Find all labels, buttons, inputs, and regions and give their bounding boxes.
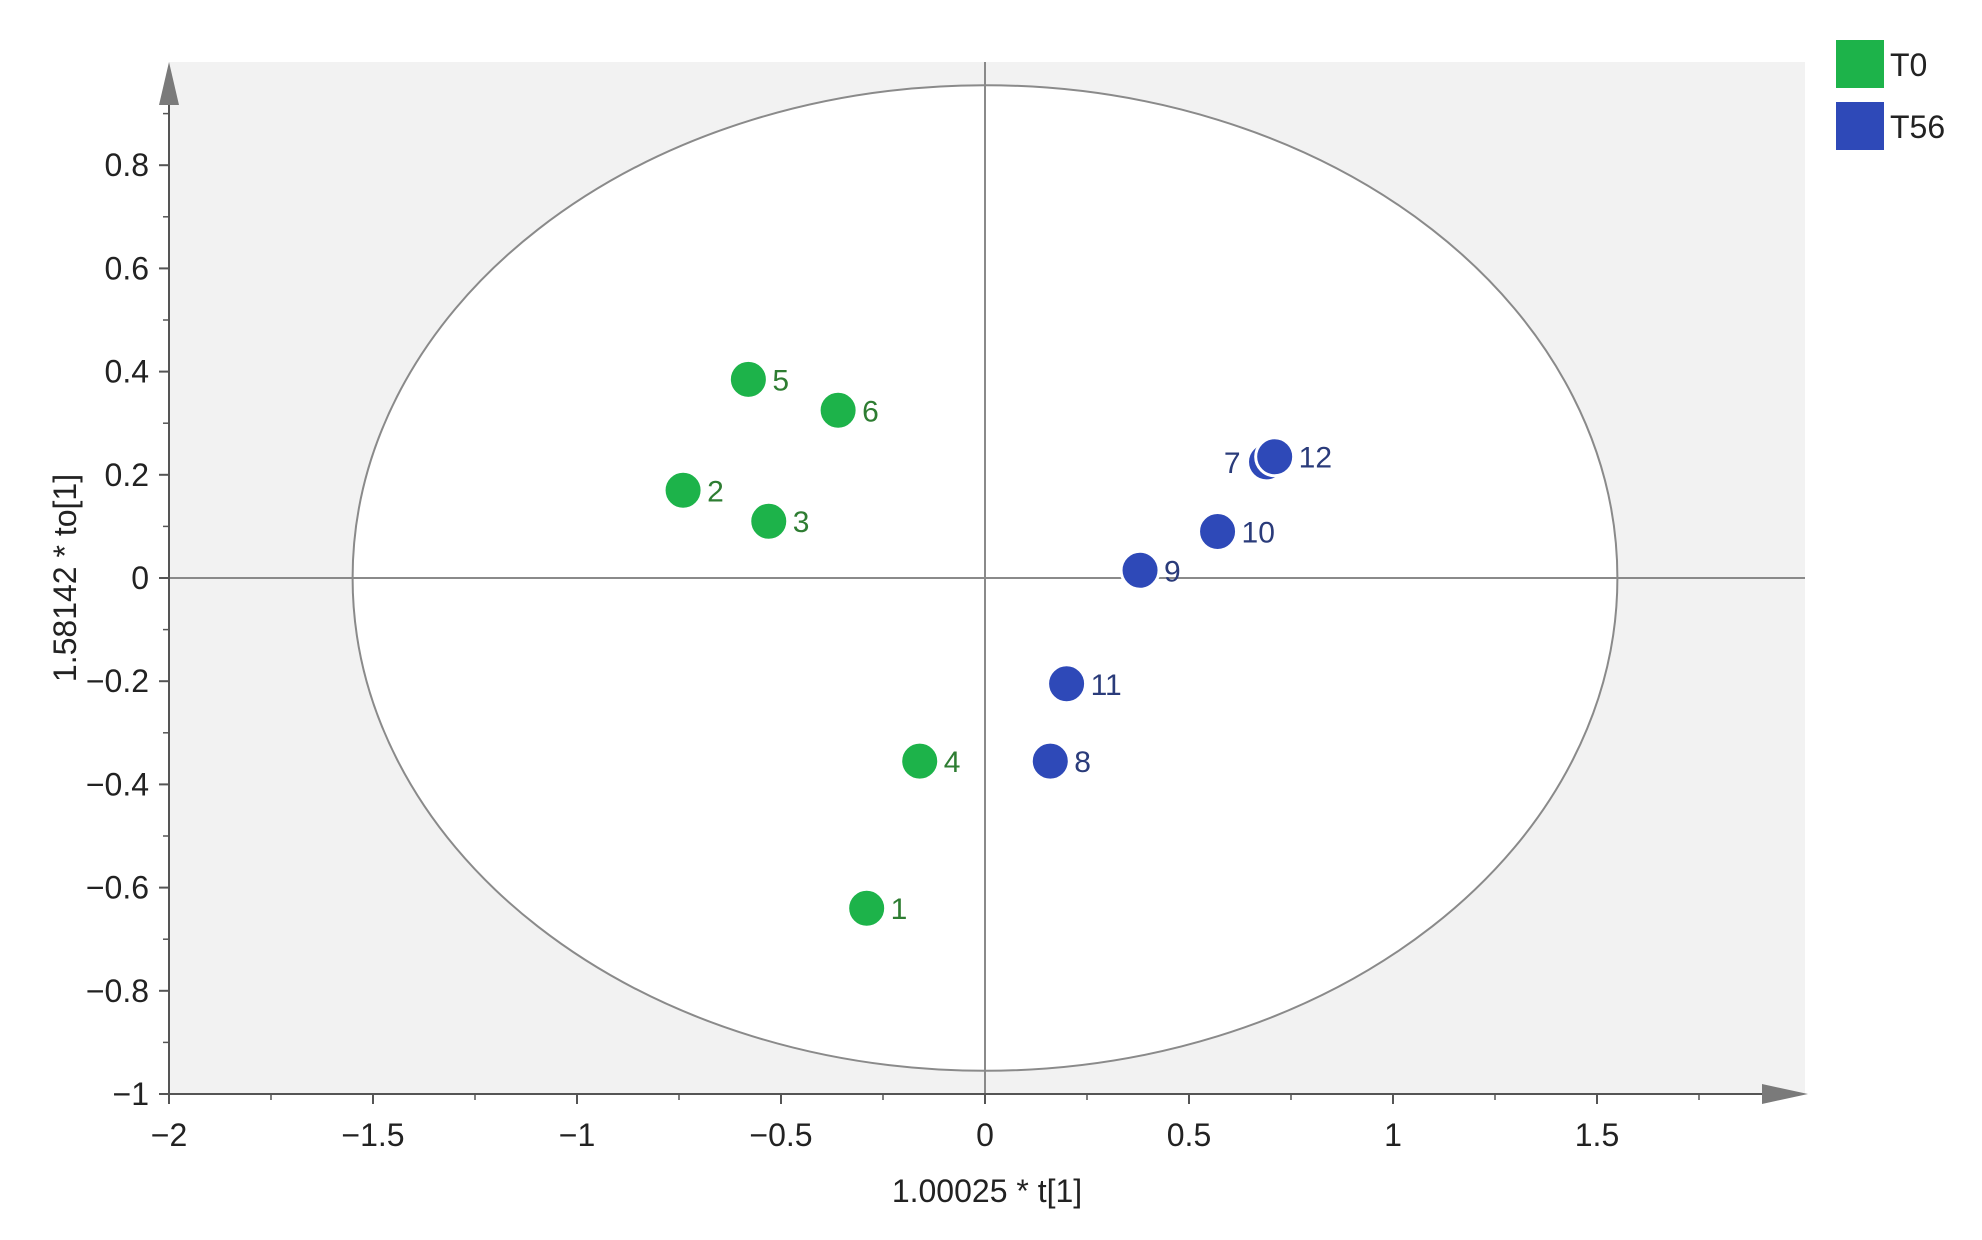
y-tick-label: −0.2 — [86, 663, 149, 699]
data-point-1 — [846, 887, 888, 929]
y-tick-label: 0 — [131, 560, 149, 596]
y-tick-label: −1 — [113, 1076, 149, 1112]
data-point-label-1: 1 — [891, 893, 908, 926]
y-tick-label: −0.8 — [86, 973, 149, 1009]
legend-label-T0: T0 — [1890, 47, 1927, 83]
y-tick-label: 0.6 — [105, 250, 149, 286]
y-tick-label: −0.4 — [86, 766, 149, 802]
x-axis-arrow-icon — [1762, 1084, 1808, 1104]
x-tick-label: −1.5 — [341, 1117, 404, 1153]
data-point-3 — [748, 500, 790, 542]
x-tick-label: 0 — [976, 1117, 994, 1153]
x-tick-label: 1 — [1384, 1117, 1402, 1153]
y-tick-label: 0.8 — [105, 147, 149, 183]
data-point-6 — [817, 389, 859, 431]
y-tick-label: −0.6 — [86, 870, 149, 906]
data-point-label-10: 10 — [1242, 517, 1275, 550]
legend-swatch-T56 — [1836, 102, 1884, 150]
data-point-label-8: 8 — [1074, 746, 1091, 779]
data-point-2 — [662, 469, 704, 511]
legend-label-T56: T56 — [1890, 109, 1945, 145]
y-axis-title: 1.58142 * to[1] — [47, 474, 83, 682]
data-point-label-4: 4 — [944, 746, 961, 779]
data-point-10 — [1197, 511, 1239, 553]
data-point-9 — [1119, 549, 1161, 591]
data-point-5 — [727, 358, 769, 400]
data-point-4 — [899, 740, 941, 782]
data-point-label-11: 11 — [1091, 669, 1122, 702]
data-point-label-9: 9 — [1164, 555, 1181, 588]
x-tick-label: 1.5 — [1575, 1117, 1619, 1153]
x-tick-label: −0.5 — [749, 1117, 812, 1153]
x-tick-label: 0.5 — [1167, 1117, 1211, 1153]
data-point-label-2: 2 — [707, 475, 724, 508]
legend: T0 T56 — [1836, 40, 1945, 150]
x-tick-label: −2 — [151, 1117, 187, 1153]
data-point-label-12: 12 — [1299, 442, 1332, 475]
legend-swatch-T0 — [1836, 40, 1884, 88]
data-point-label-7: 7 — [1224, 447, 1241, 480]
data-point-8 — [1029, 740, 1071, 782]
data-point-11 — [1046, 663, 1088, 705]
y-tick-label: 0.4 — [105, 354, 149, 390]
y-axis-arrow-icon — [159, 62, 179, 105]
x-tick-label: −1 — [559, 1117, 595, 1153]
x-axis-title: 1.00025 * t[1] — [892, 1173, 1082, 1209]
data-point-label-3: 3 — [793, 506, 810, 539]
y-tick-label: 0.2 — [105, 457, 149, 493]
data-point-label-6: 6 — [862, 395, 879, 428]
data-point-label-5: 5 — [772, 364, 789, 397]
data-point-12 — [1254, 436, 1296, 478]
